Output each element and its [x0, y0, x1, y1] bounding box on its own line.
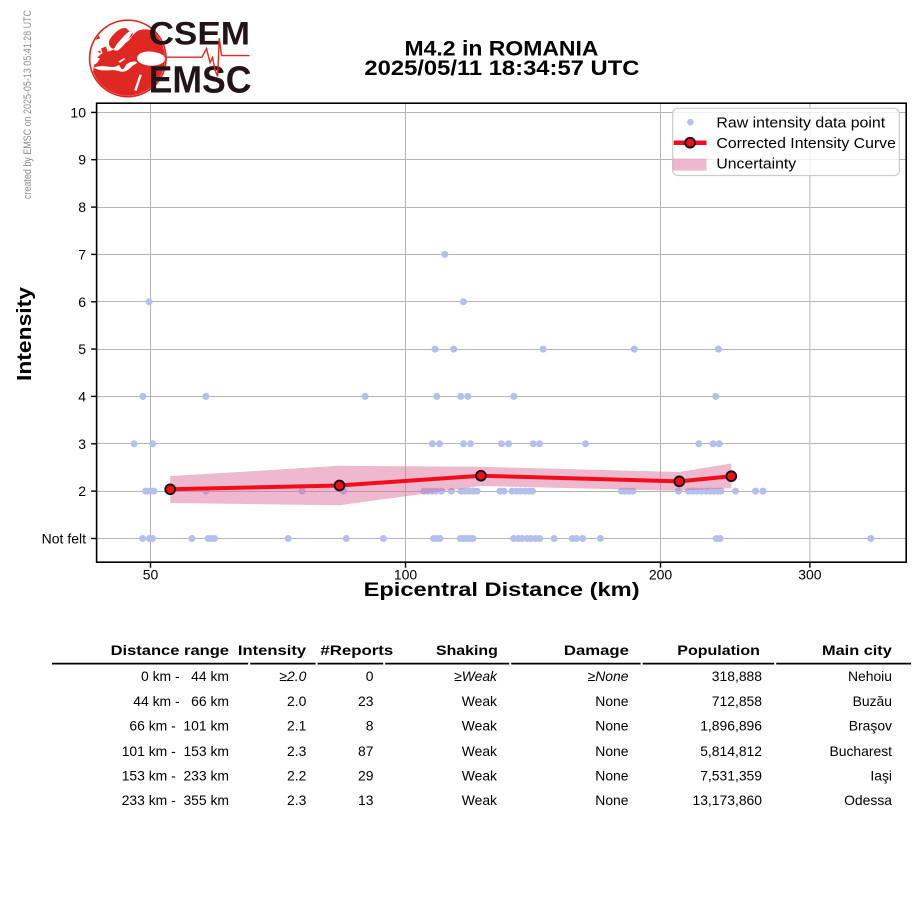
svg-text:10: 10	[70, 104, 86, 120]
svg-text:8: 8	[366, 718, 374, 734]
svg-text:Braşov: Braşov	[849, 718, 892, 734]
svg-text:Weak: Weak	[462, 743, 497, 759]
svg-text:≥None: ≥None	[588, 668, 629, 684]
svg-text:created by EMSC on 2025-05-13: created by EMSC on 2025-05-13 05:41:28 U…	[22, 10, 34, 199]
svg-text:3: 3	[78, 436, 86, 452]
svg-text:66 km - 101 km: 66 km - 101 km	[129, 718, 229, 734]
svg-text:Damage: Damage	[564, 642, 629, 658]
svg-text:Distance range: Distance range	[111, 642, 230, 658]
svg-text:318,888: 318,888	[712, 668, 762, 684]
svg-text:Raw intensity data point: Raw intensity data point	[716, 115, 885, 131]
svg-text:300: 300	[798, 567, 822, 583]
svg-text:Intensity: Intensity	[14, 286, 36, 381]
svg-text:5: 5	[78, 341, 86, 357]
svg-text:Nehoiu: Nehoiu	[848, 668, 892, 684]
svg-text:50: 50	[143, 567, 159, 583]
svg-text:Weak: Weak	[462, 718, 497, 734]
svg-text:Uncertainty: Uncertainty	[716, 156, 797, 172]
svg-text:200: 200	[649, 567, 673, 583]
svg-text:87: 87	[358, 743, 374, 759]
svg-text:2.1: 2.1	[287, 718, 307, 734]
svg-text:2.3: 2.3	[287, 792, 307, 808]
svg-text:13,173,860: 13,173,860	[692, 792, 762, 808]
svg-text:None: None	[595, 743, 628, 759]
svg-text:6: 6	[78, 294, 86, 310]
svg-text:29: 29	[358, 768, 374, 784]
svg-text:Weak: Weak	[462, 768, 497, 784]
svg-text:Buzău: Buzău	[853, 693, 892, 709]
svg-text:8: 8	[78, 199, 86, 215]
svg-text:None: None	[595, 718, 628, 734]
svg-text:153 km - 233 km: 153 km - 233 km	[122, 768, 229, 784]
svg-text:2.3: 2.3	[287, 743, 307, 759]
svg-text:≥Weak: ≥Weak	[454, 668, 498, 684]
svg-text:7: 7	[78, 246, 86, 262]
svg-text:#Reports: #Reports	[320, 642, 393, 658]
svg-text:233 km - 355 km: 233 km - 355 km	[122, 792, 229, 808]
svg-text:23: 23	[358, 693, 374, 709]
svg-text:2.2: 2.2	[287, 768, 307, 784]
svg-text:Shaking: Shaking	[436, 642, 498, 658]
svg-text:Weak: Weak	[462, 693, 497, 709]
svg-text:Intensity: Intensity	[238, 642, 307, 658]
svg-text:9: 9	[78, 152, 86, 168]
svg-text:2: 2	[78, 483, 86, 499]
svg-text:Odessa: Odessa	[844, 792, 892, 808]
svg-text:Corrected Intensity Curve: Corrected Intensity Curve	[716, 136, 896, 152]
svg-text:101 km - 153 km: 101 km - 153 km	[122, 743, 229, 759]
svg-text:Bucharest: Bucharest	[829, 743, 892, 759]
svg-text:Main city: Main city	[822, 642, 892, 658]
svg-text:EMSC: EMSC	[149, 60, 252, 102]
svg-text:Epicentral Distance (km): Epicentral Distance (km)	[364, 579, 640, 601]
svg-text:Not felt: Not felt	[42, 531, 86, 547]
svg-text:CSEM: CSEM	[149, 15, 250, 51]
svg-text:None: None	[595, 792, 628, 808]
svg-text:44 km - 66 km: 44 km - 66 km	[133, 693, 229, 709]
svg-text:None: None	[595, 768, 628, 784]
svg-text:7,531,359: 7,531,359	[700, 768, 762, 784]
svg-text:100: 100	[394, 567, 418, 583]
svg-text:≥2.0: ≥2.0	[279, 668, 306, 684]
svg-text:Weak: Weak	[462, 792, 497, 808]
svg-text:M4.2 in ROMANIA: M4.2 in ROMANIA	[405, 37, 599, 60]
svg-text:Iaşi: Iaşi	[870, 768, 892, 784]
svg-text:5,814,812: 5,814,812	[700, 743, 762, 759]
svg-text:2.0: 2.0	[287, 693, 307, 709]
svg-text:4: 4	[78, 388, 86, 404]
svg-text:1,896,896: 1,896,896	[700, 718, 762, 734]
svg-text:None: None	[595, 693, 628, 709]
svg-text:2025/05/11 18:34:57 UTC: 2025/05/11 18:34:57 UTC	[364, 57, 639, 80]
svg-text:712,858: 712,858	[712, 693, 762, 709]
svg-text:0 km - 44 km: 0 km - 44 km	[141, 668, 229, 684]
svg-text:Population: Population	[677, 642, 760, 658]
svg-text:0: 0	[366, 668, 374, 684]
svg-text:13: 13	[358, 792, 374, 808]
